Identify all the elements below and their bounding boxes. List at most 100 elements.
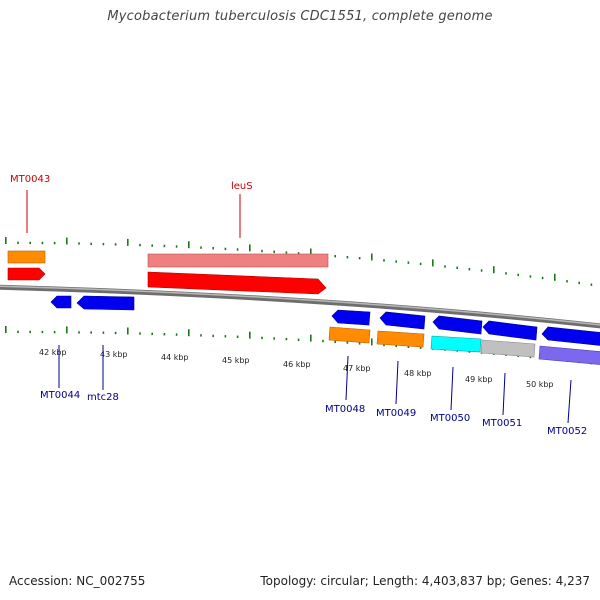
major-tick [310,248,312,256]
gene-feature-mt0043-cds[interactable] [7,250,46,264]
gene-label-mt0049[interactable]: MT0049 [376,408,416,419]
gene-feature-mt0052-cds[interactable] [538,345,600,365]
gene-arrow-mt0052[interactable] [541,326,600,346]
minor-tick [395,344,397,348]
gene-arrow-leus[interactable] [147,271,327,295]
major-tick [127,238,129,246]
gene-feature-mt0048-cds[interactable] [328,326,371,344]
minor-tick [200,246,202,249]
gene-feature-mt0049-cds[interactable] [376,330,425,348]
forward-strand-genes [7,250,329,295]
major-tick [188,241,190,249]
gene-arrow-mt0048[interactable] [331,309,371,326]
leader-mt0051 [502,372,506,416]
scale-label-45kbp: 45 kbp [222,356,250,365]
scale-label-43kbp: 43 kbp [100,350,128,359]
minor-tick [505,272,507,275]
minor-tick [151,244,153,247]
gene-feature-mt0051-cds[interactable] [480,339,536,358]
major-tick [310,334,312,342]
minor-tick [163,333,166,336]
minor-tick [334,340,336,344]
minor-tick [236,335,239,338]
minor-tick [273,250,275,253]
minor-tick [175,333,178,336]
minor-tick [566,280,568,283]
minor-tick [456,266,458,269]
gene-arrow-mt0043[interactable] [7,267,46,281]
minor-tick [480,269,483,272]
major-tick [554,273,556,281]
minor-tick [212,334,214,338]
minor-tick [175,245,178,248]
minor-tick [322,339,324,343]
gene-arrow-mtc28[interactable] [76,295,135,311]
gene-label-leus[interactable]: leuS [231,181,253,192]
minor-tick [407,261,410,264]
minor-tick [285,337,288,341]
minor-tick [468,268,471,271]
minor-tick [383,259,385,262]
outer-tick-ring [5,237,593,286]
minor-tick [29,330,31,334]
major-tick [66,326,68,334]
gene-feature-leus-cds[interactable] [147,253,329,268]
label-leaders [26,190,572,424]
minor-tick [578,281,580,285]
minor-tick [53,330,56,334]
minor-tick [395,260,397,263]
gene-label-mt0051[interactable]: MT0051 [482,418,522,429]
minor-tick [358,342,361,345]
scale-label-49kbp: 49 kbp [465,375,493,384]
minor-tick [78,331,80,334]
gene-arrow-mt0050[interactable] [432,315,483,335]
gene-arrow-mt0051[interactable] [482,320,538,341]
minor-tick [163,244,166,248]
minor-tick [102,331,105,334]
minor-tick [200,334,202,337]
major-tick [371,338,373,346]
gene-label-mt0044[interactable]: MT0044 [40,390,80,401]
gene-arrow-mt0044[interactable] [50,295,72,309]
scale-label-48kbp: 48 kbp [404,369,432,378]
major-tick [249,331,251,339]
reverse-strand-genes [50,295,600,365]
gene-label-mt0050[interactable]: MT0050 [430,413,470,424]
scale-label-50kbp: 50 kbp [526,380,554,389]
gene-label-mtc28[interactable]: mtc28 [87,392,119,403]
gene-label-mt0052[interactable]: MT0052 [547,426,587,437]
gene-label-mt0043[interactable]: MT0043 [10,174,50,185]
minor-tick [419,262,422,266]
minor-tick [346,256,349,259]
major-tick [66,237,68,245]
minor-tick [261,249,263,253]
scale-label-46kbp: 46 kbp [283,360,311,369]
major-tick [5,326,7,333]
accession-label: Accession: NC_002755 [9,574,146,588]
minor-tick [334,255,336,258]
minor-tick [236,248,239,251]
minor-tick [297,252,300,255]
minor-tick [407,345,410,348]
minor-tick [139,332,141,335]
gene-label-mt0048[interactable]: MT0048 [325,404,365,415]
minor-tick [419,346,422,349]
minor-tick [529,275,532,278]
gene-arrow-mt0049[interactable] [379,311,426,330]
minor-tick [224,247,227,251]
minor-tick [78,242,80,245]
scale-label-44kbp: 44 kbp [161,353,189,362]
major-tick [5,237,7,244]
major-tick [432,259,434,267]
gene-feature-mt0050-cds[interactable] [430,335,482,353]
major-tick [249,244,251,252]
leader-mt0052 [567,379,572,424]
minor-tick [114,243,117,246]
minor-tick [224,335,227,338]
minor-tick [102,242,105,246]
minor-tick [346,341,349,344]
minor-tick [53,241,56,245]
major-tick [371,253,373,261]
map-title: Mycobacterium tuberculosis CDC1551, comp… [107,9,493,24]
